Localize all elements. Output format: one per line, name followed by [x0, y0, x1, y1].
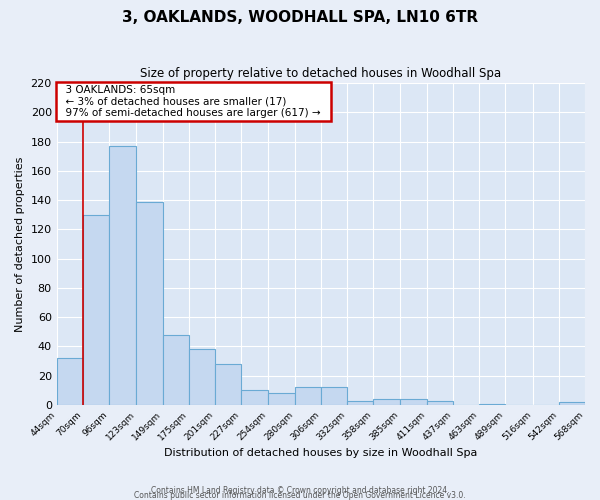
Title: Size of property relative to detached houses in Woodhall Spa: Size of property relative to detached ho… [140, 68, 502, 80]
Text: Contains public sector information licensed under the Open Government Licence v3: Contains public sector information licen… [134, 491, 466, 500]
Y-axis label: Number of detached properties: Number of detached properties [15, 156, 25, 332]
Bar [559, 402, 585, 405]
Bar [321, 388, 347, 405]
Bar [83, 215, 109, 405]
Bar [373, 399, 400, 405]
Bar [479, 404, 505, 405]
Bar [56, 358, 83, 405]
Bar [136, 202, 163, 405]
Bar [189, 350, 215, 405]
Bar [347, 400, 373, 405]
Bar [241, 390, 268, 405]
Text: Contains HM Land Registry data © Crown copyright and database right 2024.: Contains HM Land Registry data © Crown c… [151, 486, 449, 495]
Bar [400, 399, 427, 405]
Bar [295, 388, 321, 405]
Text: 3, OAKLANDS, WOODHALL SPA, LN10 6TR: 3, OAKLANDS, WOODHALL SPA, LN10 6TR [122, 10, 478, 25]
Bar [215, 364, 241, 405]
Bar [268, 394, 295, 405]
Bar [109, 146, 136, 405]
Bar [427, 400, 453, 405]
X-axis label: Distribution of detached houses by size in Woodhall Spa: Distribution of detached houses by size … [164, 448, 478, 458]
Bar [163, 335, 189, 405]
Text: 3 OAKLANDS: 65sqm
  ← 3% of detached houses are smaller (17)
  97% of semi-detac: 3 OAKLANDS: 65sqm ← 3% of detached house… [59, 84, 328, 118]
